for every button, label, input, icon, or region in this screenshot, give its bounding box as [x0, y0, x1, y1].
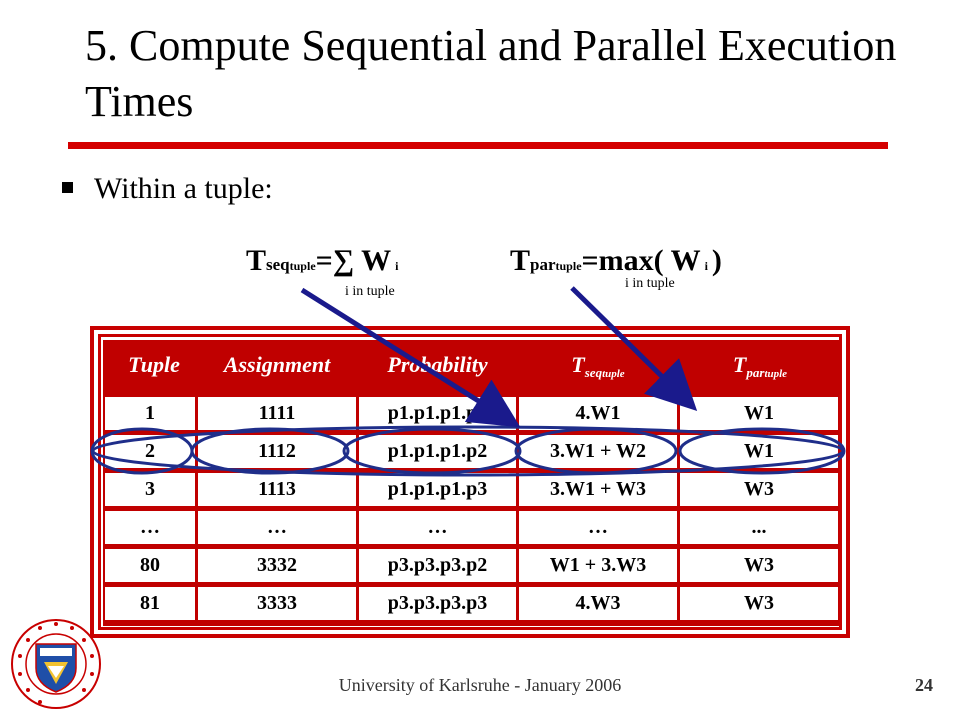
cell-tuple: …: [105, 511, 195, 544]
ellipse-row-outline: [91, 425, 845, 477]
slide-title: 5. Compute Sequential and Parallel Execu…: [85, 21, 897, 126]
university-of-edinburgh-crest-icon: [11, 619, 101, 709]
cell-tseq: …: [519, 511, 677, 544]
arrow-par: [570, 286, 698, 412]
formula-par-close: ): [711, 244, 722, 277]
cell-assignment: 1113: [198, 473, 356, 506]
title-underline: [68, 142, 888, 149]
cell-probability: p3.p3.p3.p2: [359, 549, 516, 582]
cell-tpar: W3: [680, 587, 838, 620]
cell-tpar: W3: [680, 549, 838, 582]
cell-assignment: …: [198, 511, 356, 544]
header-tseq: Tseqtuple: [518, 340, 678, 390]
header-tpar: Tpartuple: [680, 340, 840, 390]
cell-tuple: 1: [105, 397, 195, 430]
table-frame-inner: [98, 334, 842, 630]
ellipse-probability: [342, 427, 522, 475]
cell-tuple: 80: [105, 549, 195, 582]
ellipse-tseq: [514, 427, 678, 475]
header-tpar-sub: par: [746, 365, 765, 381]
cell-probability: …: [359, 511, 516, 544]
cell-probability: p1.p1.p1.p3: [359, 473, 516, 506]
formula-par-rhs: =max( W: [581, 244, 701, 277]
ellipse-assignment: [190, 427, 350, 475]
formula-seq: Tseqtuple=∑ W i: [246, 244, 398, 278]
cell-assignment: 3332: [198, 549, 356, 582]
header-tseq-sub: seq: [584, 365, 603, 381]
cell-tuple: 81: [105, 587, 195, 620]
header-assignment: Assignment: [223, 352, 331, 377]
cell-tseq: 3.W1 + W3: [519, 473, 677, 506]
cell-tseq: W1 + 3.W3: [519, 549, 677, 582]
ellipse-tuple: [90, 427, 194, 475]
table-frame-outer: [90, 326, 850, 638]
page-number: 24: [915, 675, 933, 695]
formula-par-subsub: tuple: [555, 259, 582, 273]
formula-seq-note: i in tuple: [345, 284, 395, 299]
ellipse-tpar: [678, 427, 846, 475]
cell-tpar: W1: [680, 397, 838, 430]
row-highlight-ellipses: [90, 425, 846, 477]
formula-par-sub: par: [530, 255, 556, 274]
cell-tseq: 3.W1 + W2: [519, 435, 677, 468]
cell-tuple: 3: [105, 473, 195, 506]
cell-probability: p3.p3.p3.p3: [359, 587, 516, 620]
header-tuple: Tuple: [128, 352, 180, 377]
cell-tpar: W3: [680, 473, 838, 506]
header-tpar-subsub: tuple: [764, 368, 788, 381]
formula-par: Tpartuple=max( W i ): [510, 244, 722, 278]
formula-par-index: i: [704, 259, 708, 273]
cell-tseq: 4.W3: [519, 587, 677, 620]
cell-tpar: ...: [680, 511, 838, 544]
formula-seq-symbol: T: [246, 244, 267, 277]
formula-par-note: i in tuple: [625, 276, 675, 291]
square-bullet-icon: [62, 182, 73, 193]
cell-assignment: 1112: [198, 435, 356, 468]
cell-assignment: 3333: [198, 587, 356, 620]
header-tseq-subsub: tuple: [602, 368, 625, 381]
header-tpar-symbol: T: [732, 352, 747, 377]
cell-probability: p1.p1.p1.p2: [359, 435, 516, 468]
formula-seq-sub: seq: [266, 255, 290, 274]
arrow-seq: [300, 287, 521, 428]
bullet-text: Within a tuple:: [94, 172, 273, 205]
slide-footer: University of Karlsruhe - January 2006: [338, 675, 622, 695]
formula-seq-index: i: [395, 259, 399, 273]
header-tseq-symbol: T: [571, 352, 585, 377]
formula-seq-subsub: tuple: [289, 259, 316, 273]
formula-par-symbol: T: [510, 244, 531, 277]
cell-assignment: 1111: [198, 397, 356, 430]
formula-seq-rhs: =∑ W: [315, 244, 392, 277]
